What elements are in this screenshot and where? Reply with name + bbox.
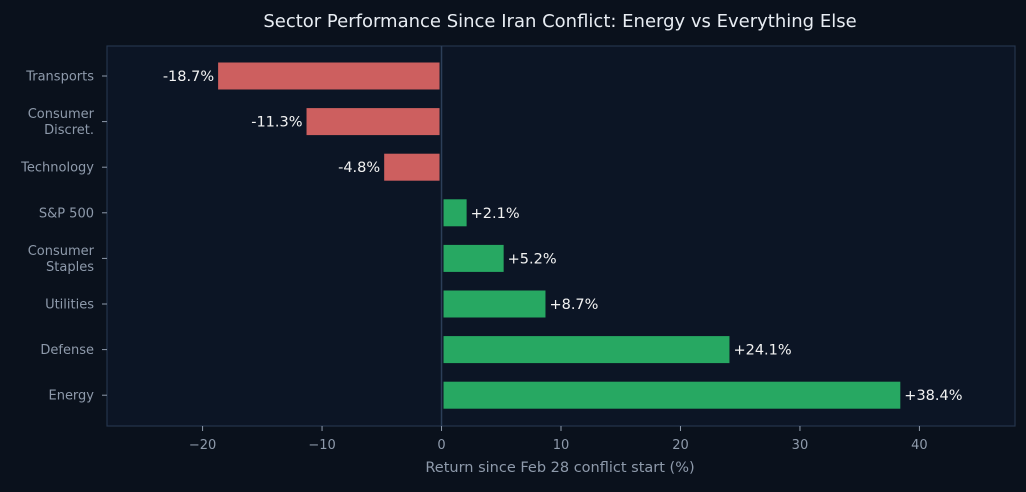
y-tick-label: S&P 500	[39, 206, 94, 221]
value-labels-group: -18.7% -11.3% -4.8% +2.1% +5.2% +8.7% +24.1% +3…	[163, 69, 963, 404]
y-axis: Transports Consumer Discret. Technology S&P …	[20, 70, 107, 404]
x-tick-label: −20	[189, 438, 216, 453]
x-tick-label: 40	[911, 438, 928, 453]
chart-title: Sector Performance Since Iran Conflict: …	[263, 11, 856, 32]
y-tick-label: Energy	[48, 389, 94, 404]
x-tick-label: 30	[792, 438, 809, 453]
y-tick-label: Transports	[25, 70, 94, 85]
bar-value-label: +5.2%	[508, 251, 557, 267]
y-tick-label: Consumer Staples	[28, 244, 95, 275]
bar	[443, 290, 546, 318]
x-tick-label: −10	[308, 438, 335, 453]
x-tick-label: 0	[437, 438, 445, 453]
bar	[443, 381, 901, 409]
bar-value-label: +38.4%	[904, 388, 962, 404]
bar	[384, 153, 440, 181]
bar	[443, 336, 730, 364]
bar-value-label: -4.8%	[338, 160, 380, 176]
bar-value-label: -11.3%	[251, 115, 302, 131]
bar-value-label: +24.1%	[733, 343, 791, 359]
bar	[443, 199, 467, 227]
bar	[218, 62, 440, 90]
x-tick-label: 10	[553, 438, 570, 453]
bars-group	[218, 62, 901, 409]
plot-area	[106, 45, 1016, 427]
bar-value-label: +8.7%	[549, 297, 598, 313]
bar	[306, 108, 440, 136]
y-tick-label: Defense	[40, 343, 94, 358]
y-tick-label: Utilities	[45, 298, 94, 313]
y-tick-label: Consumer Discret.	[28, 107, 95, 138]
x-axis: −20 −10 0 10 20 30 40	[189, 426, 928, 453]
x-tick-label: 20	[672, 438, 689, 453]
y-tick-label: Technology	[20, 161, 94, 176]
bar-value-label: -18.7%	[163, 69, 214, 85]
x-axis-label: Return since Feb 28 conflict start (%)	[425, 460, 694, 476]
bar	[443, 244, 504, 272]
bar-value-label: +2.1%	[471, 206, 520, 222]
